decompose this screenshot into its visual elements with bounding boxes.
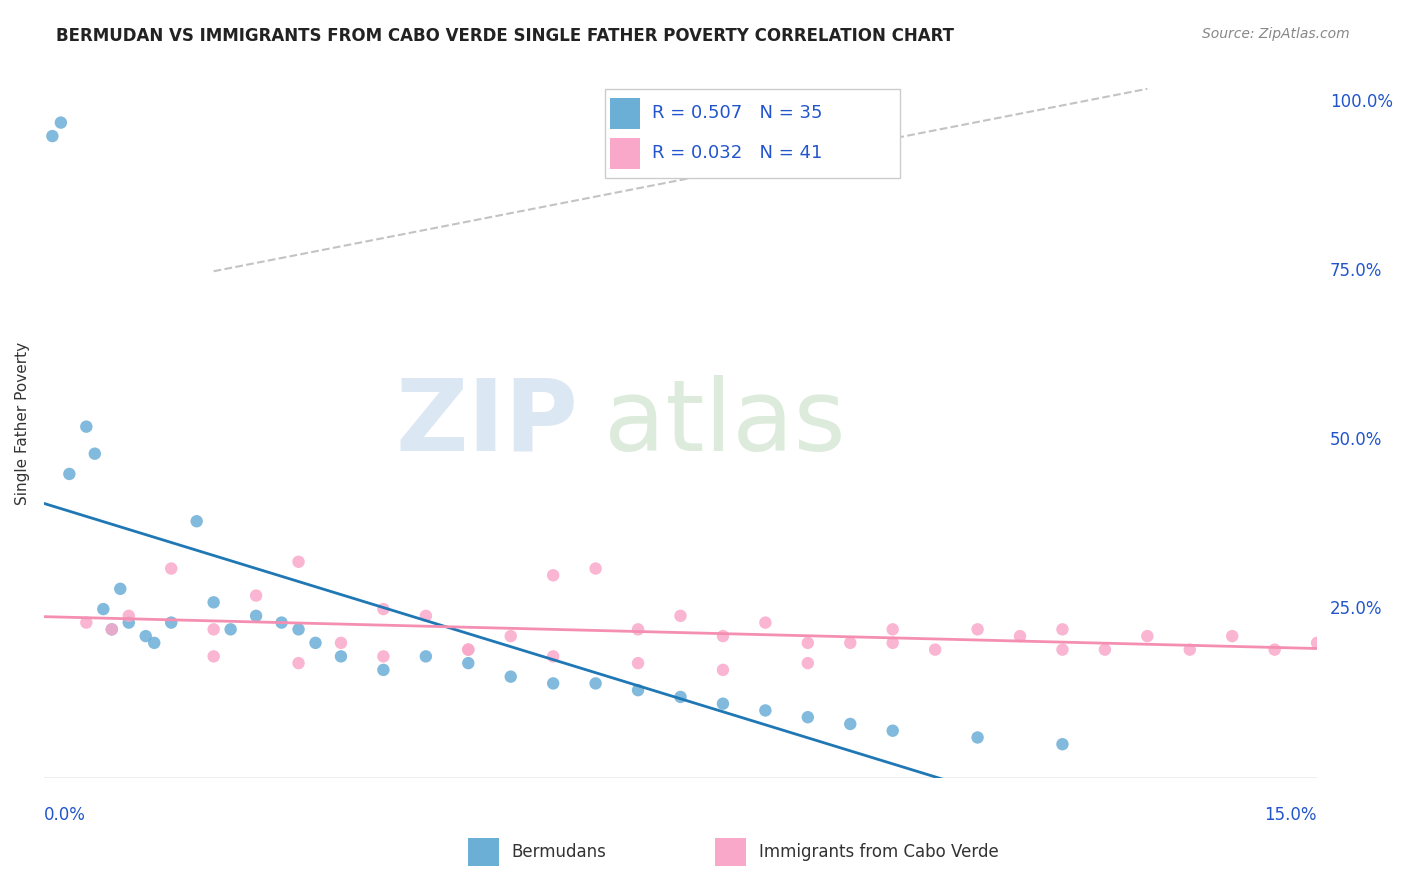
Point bbox=[83, 447, 105, 461]
Point bbox=[966, 623, 988, 637]
Text: ZIP: ZIP bbox=[395, 375, 579, 472]
Point bbox=[627, 656, 650, 670]
Point bbox=[160, 615, 183, 630]
Point bbox=[541, 676, 564, 690]
Point bbox=[711, 629, 734, 643]
Point bbox=[585, 561, 607, 575]
Point bbox=[541, 568, 564, 582]
Point bbox=[202, 649, 225, 664]
Point bbox=[1094, 642, 1116, 657]
Text: BERMUDAN VS IMMIGRANTS FROM CABO VERDE SINGLE FATHER POVERTY CORRELATION CHART: BERMUDAN VS IMMIGRANTS FROM CABO VERDE S… bbox=[56, 27, 955, 45]
Point bbox=[287, 656, 309, 670]
Bar bbox=[610, 98, 640, 129]
Text: Source: ZipAtlas.com: Source: ZipAtlas.com bbox=[1202, 27, 1350, 41]
Point bbox=[75, 419, 97, 434]
Point bbox=[1052, 642, 1074, 657]
Text: R = 0.032   N = 41: R = 0.032 N = 41 bbox=[652, 145, 823, 162]
Point bbox=[966, 731, 988, 745]
Point bbox=[373, 649, 395, 664]
Point bbox=[839, 717, 862, 731]
Point bbox=[882, 636, 904, 650]
Point bbox=[75, 615, 97, 630]
Text: R = 0.507   N = 35: R = 0.507 N = 35 bbox=[652, 104, 823, 122]
Bar bbox=[468, 838, 499, 866]
Text: 15.0%: 15.0% bbox=[1264, 806, 1317, 824]
Point bbox=[1136, 629, 1159, 643]
Point bbox=[669, 690, 692, 704]
Point bbox=[287, 623, 309, 637]
Text: 0.0%: 0.0% bbox=[44, 806, 86, 824]
Point bbox=[797, 636, 820, 650]
Point bbox=[304, 636, 326, 650]
Point bbox=[143, 636, 166, 650]
Text: 100.0%: 100.0% bbox=[1330, 94, 1393, 112]
Point bbox=[219, 623, 242, 637]
Point bbox=[58, 467, 80, 481]
Point bbox=[415, 649, 437, 664]
Point bbox=[1220, 629, 1243, 643]
Point bbox=[202, 595, 225, 609]
Point bbox=[1264, 642, 1286, 657]
Point bbox=[1178, 642, 1201, 657]
Point bbox=[41, 129, 63, 144]
Point bbox=[1052, 737, 1074, 751]
Point bbox=[754, 615, 776, 630]
Point bbox=[245, 608, 267, 623]
Point bbox=[457, 642, 479, 657]
Bar bbox=[610, 138, 640, 169]
Point bbox=[101, 623, 124, 637]
Text: Bermudans: Bermudans bbox=[512, 843, 606, 861]
Point bbox=[839, 636, 862, 650]
Point bbox=[330, 636, 353, 650]
Point bbox=[415, 608, 437, 623]
Point bbox=[499, 670, 522, 684]
Point bbox=[186, 514, 208, 528]
Point bbox=[924, 642, 946, 657]
Point bbox=[585, 676, 607, 690]
Point bbox=[118, 608, 141, 623]
Point bbox=[882, 723, 904, 738]
Text: atlas: atlas bbox=[605, 375, 846, 472]
Point bbox=[797, 656, 820, 670]
Point bbox=[1306, 636, 1329, 650]
Point bbox=[457, 656, 479, 670]
Text: 25.0%: 25.0% bbox=[1330, 600, 1382, 618]
Point bbox=[1052, 623, 1074, 637]
Point bbox=[541, 649, 564, 664]
Point bbox=[135, 629, 157, 643]
Text: 75.0%: 75.0% bbox=[1330, 262, 1382, 280]
Point bbox=[373, 663, 395, 677]
Point bbox=[330, 649, 353, 664]
Point bbox=[160, 561, 183, 575]
Point bbox=[270, 615, 292, 630]
Point bbox=[373, 602, 395, 616]
Point bbox=[202, 623, 225, 637]
Point bbox=[499, 629, 522, 643]
Point bbox=[669, 608, 692, 623]
Point bbox=[754, 703, 776, 717]
Text: Immigrants from Cabo Verde: Immigrants from Cabo Verde bbox=[759, 843, 998, 861]
Point bbox=[110, 582, 132, 596]
Point bbox=[882, 623, 904, 637]
Point bbox=[118, 615, 141, 630]
Point bbox=[245, 589, 267, 603]
Point bbox=[1008, 629, 1031, 643]
Point bbox=[627, 683, 650, 698]
Point bbox=[91, 602, 114, 616]
Text: 50.0%: 50.0% bbox=[1330, 431, 1382, 450]
Point bbox=[457, 642, 479, 657]
Point bbox=[711, 663, 734, 677]
Point bbox=[627, 623, 650, 637]
Point bbox=[797, 710, 820, 724]
FancyBboxPatch shape bbox=[605, 89, 900, 178]
Y-axis label: Single Father Poverty: Single Father Poverty bbox=[15, 342, 30, 505]
Point bbox=[101, 623, 124, 637]
Point bbox=[711, 697, 734, 711]
Point bbox=[287, 555, 309, 569]
Point bbox=[49, 115, 72, 129]
Bar bbox=[716, 838, 747, 866]
